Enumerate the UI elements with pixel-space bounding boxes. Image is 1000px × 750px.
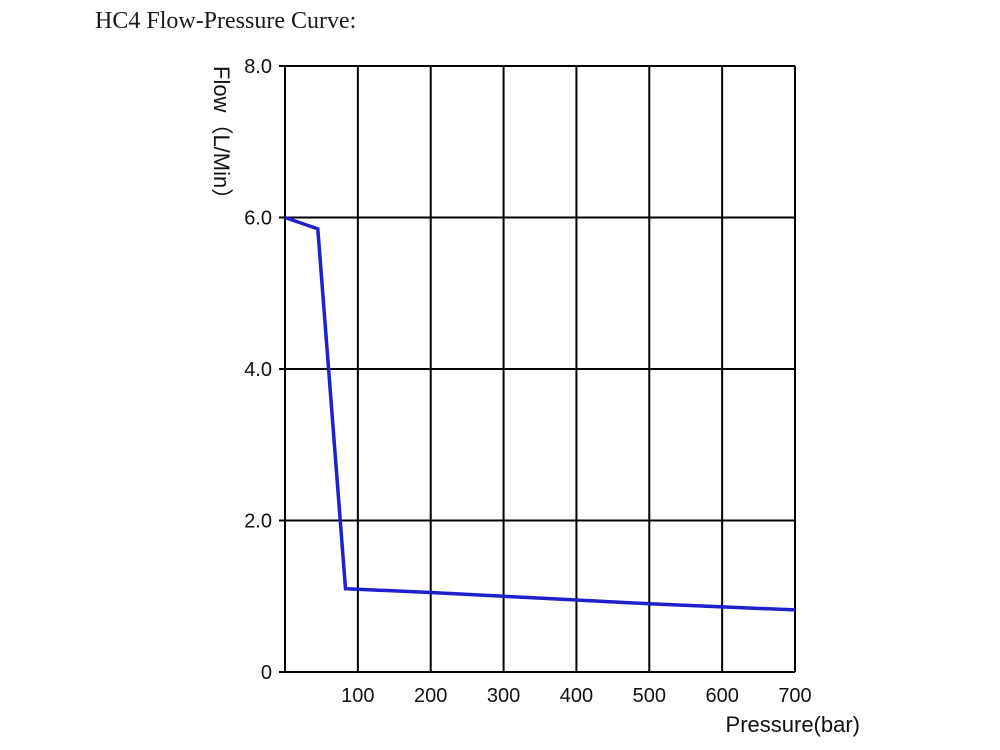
y-tick-label: 4.0 — [244, 359, 272, 381]
series-line — [284, 215, 796, 612]
y-tick-label: 2.0 — [244, 511, 272, 533]
y-tick-label: 0 — [261, 662, 272, 684]
x-tick-label: 400 — [560, 685, 593, 707]
chart-title: HC4 Flow-Pressure Curve: — [95, 8, 357, 34]
x-axis-ticks: 100 200 300 400 500 600 700 — [341, 685, 812, 707]
x-axis-label: Pressure(bar) — [726, 712, 860, 737]
y-axis-ticks: 0 2.0 4.0 6.0 8.0 — [244, 56, 272, 684]
x-tick-label: 500 — [633, 685, 666, 707]
y-tick-label: 6.0 — [244, 208, 272, 230]
x-tick-label: 700 — [778, 685, 811, 707]
x-tick-label: 200 — [414, 685, 447, 707]
series — [284, 215, 796, 612]
x-tick-label: 100 — [341, 685, 374, 707]
y-tick-label: 8.0 — [244, 56, 272, 78]
y-axis-label: Flow（L/Min） — [209, 66, 234, 210]
x-tick-label: 600 — [705, 685, 738, 707]
grid — [279, 65, 796, 673]
x-tick-label: 300 — [487, 685, 520, 707]
